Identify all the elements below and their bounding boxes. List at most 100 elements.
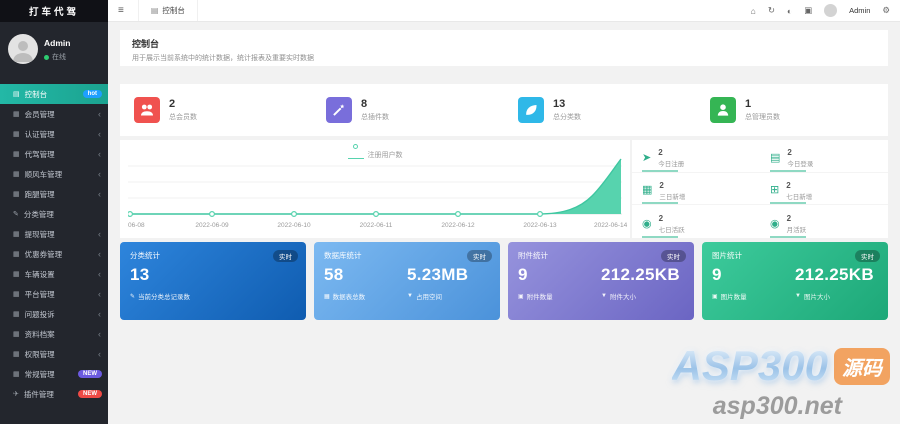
wand-icon [326, 97, 352, 123]
sidebar-item-shunfengche[interactable]: ▦ 顺风车管理 ‹ [0, 164, 108, 184]
x-tick: 2022-06-09 [195, 222, 229, 229]
sidebar-item-auth[interactable]: ▦ 认证管理 ‹ [0, 124, 108, 144]
user-status: 在线 [44, 52, 66, 62]
pen-icon: ✎ [13, 211, 19, 218]
settings-icon[interactable]: ⚙ [882, 5, 890, 15]
mini-stat-seven-day-active: ◉ 2 七日活跃 [632, 205, 760, 238]
avatar[interactable] [824, 4, 838, 17]
mini-stat-label: 七日新增 [786, 193, 813, 201]
page-title: 控制台 [132, 39, 160, 49]
card-value: 9 [518, 265, 528, 284]
sidebar-item-vehicle[interactable]: ▦ 车辆设置 ‹ [0, 264, 108, 284]
card-metric-label: 图片大小 [803, 294, 830, 301]
mini-stat-label: 七日活跃 [658, 227, 685, 235]
chevron-icon: ‹ [98, 148, 101, 159]
menu-icon: ▦ [13, 251, 20, 258]
card-value: 5.23MB [407, 265, 469, 284]
rocket-icon: ➤ [642, 151, 652, 164]
sidebar-menu: ▤ 控制台 hot ▦ 会员管理 ‹ ▦ 认证管理 ‹ ▦ 代驾管理 ‹ ▦ 顺… [0, 84, 108, 404]
card-metric-label: 附件大小 [609, 294, 636, 301]
menu-icon: ▦ [13, 331, 20, 338]
tab-console[interactable]: ▤ 控制台 [137, 0, 198, 21]
x-tick: 2022-06-12 [441, 222, 475, 229]
sidebar-item-platform[interactable]: ▦ 平台管理 ‹ [0, 284, 108, 304]
sidebar-item-archives[interactable]: ▦ 资料档案 ‹ [0, 324, 108, 344]
card-title: 附件统计 [518, 251, 548, 260]
stat-value: 2 [169, 98, 176, 110]
stat-total-categories: 13 总分类数 [504, 84, 696, 136]
mini-stat-monthly-active: ◉ 2 月活跃 [760, 205, 888, 238]
watermark-brand: ASP300 [671, 342, 828, 389]
mini-stat-seven-day-new: ⊞ 2 七日新增 [760, 173, 888, 206]
mini-stat-value: 2 [786, 214, 792, 224]
hot-badge: hot [82, 90, 102, 98]
sidebar-item-general[interactable]: ▦ 常规管理 NEW [0, 364, 108, 384]
underline-bar [770, 236, 806, 238]
card-metric-label: 占用空间 [415, 294, 442, 301]
mini-stat-value: 2 [658, 148, 663, 158]
menu-toggle-icon[interactable]: ≡ [118, 5, 124, 16]
sidebar-item-label: 会员管理 [24, 109, 55, 119]
sidebar-item-complaint[interactable]: ▦ 问题投诉 ‹ [0, 304, 108, 324]
stat-total-admins: 1 总管理员数 [696, 84, 888, 136]
fullscreen-icon[interactable]: ▣ [804, 5, 813, 15]
menu-icon: ▦ [13, 171, 20, 178]
stats-panel: 2 总会员数 8 总插件数 13 总分类数 1 总管理员数 [120, 84, 888, 136]
mini-stat-three-day-new: ▦ 2 三日新增 [632, 173, 760, 206]
app-logo: 打车代驾 [0, 0, 108, 22]
mini-stat-label: 月活跃 [786, 227, 807, 235]
sidebar-item-withdraw[interactable]: ▦ 提现管理 ‹ [0, 224, 108, 244]
theme-icon[interactable]: ◐ [786, 5, 793, 16]
sidebar-item-permission[interactable]: ▦ 权限管理 ‹ [0, 344, 108, 364]
legend-label: 注册用户数 [367, 152, 403, 159]
sidebar-item-members[interactable]: ▦ 会员管理 ‹ [0, 104, 108, 124]
sidebar-item-label: 权限管理 [24, 349, 55, 359]
sidebar-item-label: 控制台 [24, 89, 48, 99]
mini-stats-panel: ➤ 2 今日注册 ▤ 2 今日登录 ▦ 2 三日新增 ⊞ 2 七日新增 ◉ 2 … [632, 140, 888, 238]
sidebar-item-label: 代驾管理 [24, 149, 55, 159]
tab-label: 控制台 [162, 6, 185, 15]
sidebar-item-label: 资料档案 [24, 329, 55, 339]
pen-icon: ✎ [130, 293, 136, 300]
underline-bar [770, 169, 806, 172]
topbar: ≡ ▤ 控制台 ⌂ ↻ ◐ ▣ Admin ⚙ [108, 0, 900, 22]
sidebar-item-paotui[interactable]: ▦ 跑腿管理 ‹ [0, 184, 108, 204]
sidebar-item-console[interactable]: ▤ 控制台 hot [0, 84, 108, 104]
sidebar-item-daijia[interactable]: ▦ 代驾管理 ‹ [0, 144, 108, 164]
menu-icon: ▦ [13, 351, 20, 358]
stat-total-members: 2 总会员数 [120, 84, 312, 136]
user-profile[interactable]: Admin 在线 [0, 22, 108, 78]
card-metric-label: 图片数量 [720, 294, 747, 301]
registrations-chart: 注册用户数 06-08 2022-06-09 2022-06-10 2022-0… [120, 140, 630, 238]
mini-stat-today-logins: ▤ 2 今日登录 [760, 140, 888, 173]
sidebar-item-coupon[interactable]: ▦ 优惠券管理 ‹ [0, 244, 108, 264]
card-metric-label: 附件数量 [526, 294, 553, 301]
picture-icon: ▣ [712, 293, 718, 300]
username[interactable]: Admin [849, 6, 871, 15]
x-tick: 2022-06-14 [594, 222, 628, 229]
sidebar-item-label: 顺风车管理 [24, 169, 63, 179]
sidebar-item-plugin[interactable]: ✈ 插件管理 NEW [0, 384, 108, 404]
chevron-icon: ‹ [98, 328, 101, 339]
card-attachment-stats: 附件统计 实时 9 ▣ 附件数量 212.25KB ▼ 附件大小 [508, 242, 694, 320]
stat-label: 总管理员数 [745, 114, 780, 121]
menu-icon: ▦ [13, 371, 20, 378]
realtime-badge: 实时 [855, 250, 880, 262]
page-subtitle: 用于展示当前系统中的统计数据，统计报表及重要实时数据 [132, 55, 314, 62]
chevron-icon: ‹ [98, 128, 101, 139]
mini-stat-label: 今日注册 [658, 161, 685, 169]
menu-icon: ▦ [13, 311, 20, 318]
home-icon[interactable]: ⌂ [750, 5, 756, 16]
stat-total-plugins: 8 总插件数 [312, 84, 504, 136]
id-card-icon: ▤ [770, 151, 781, 164]
sidebar-item-category[interactable]: ✎ 分类管理 [0, 204, 108, 224]
chevron-icon: ‹ [98, 348, 101, 359]
chart-legend[interactable]: 注册用户数 [120, 143, 630, 164]
refresh-icon[interactable]: ↻ [767, 5, 775, 15]
underline-bar [642, 169, 678, 172]
x-tick: 06-08 [128, 222, 145, 229]
user-name: Admin [44, 38, 71, 48]
table-icon: ▦ [324, 293, 330, 300]
menu-icon: ▦ [13, 291, 20, 298]
calendar-plus-icon: ⊞ [770, 184, 780, 197]
